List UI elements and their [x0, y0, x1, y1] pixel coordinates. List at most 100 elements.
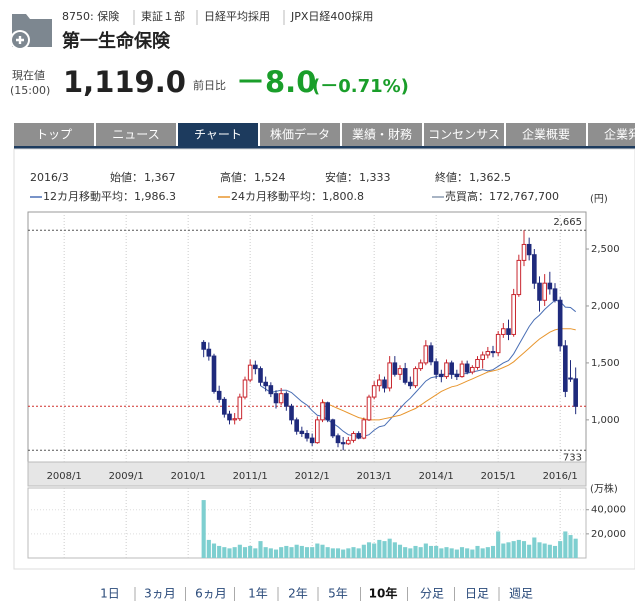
candle-body [413, 368, 418, 387]
tab[interactable] [588, 123, 635, 146]
candle-body [433, 361, 439, 375]
candle-body [537, 282, 542, 301]
volume-bar [372, 543, 377, 558]
volume-bar [289, 547, 294, 558]
folder-icon[interactable] [10, 14, 52, 50]
period-link[interactable]: 3ヵ月 [144, 587, 176, 601]
volume-bar [563, 531, 568, 558]
volume-bar [366, 542, 372, 558]
tab[interactable] [14, 123, 94, 146]
volume-bar [501, 543, 506, 558]
tab-label[interactable]: 企業発表 [604, 127, 635, 142]
volume-bar [408, 548, 413, 558]
candle-body [377, 379, 382, 387]
tab-label[interactable]: 株価データ [270, 127, 330, 142]
tab-label[interactable]: 企業概要 [522, 127, 570, 142]
volume-bar [315, 543, 320, 558]
candle-body [242, 379, 248, 398]
period-link[interactable]: 5年 [328, 587, 348, 601]
candle-body [330, 419, 336, 437]
legend-label: 24カ月移動平均： [231, 189, 322, 203]
volume-bar [232, 547, 237, 558]
x-tick-label: 2016/1 [543, 471, 578, 482]
price-label: 現在値 [12, 69, 45, 82]
tab-label[interactable]: ニュース [112, 128, 159, 142]
x-tick-label: 2009/1 [109, 471, 144, 482]
candle-body [464, 363, 470, 373]
candle-body [232, 418, 237, 421]
tab-label[interactable]: トップ [36, 128, 72, 142]
candle-body [444, 362, 449, 378]
volume-bar [237, 544, 242, 558]
volume-bar [201, 500, 206, 558]
index-text: 日経平均採用 [204, 9, 270, 23]
volume-bar [294, 544, 299, 558]
volume-bar [547, 544, 552, 558]
volume-bar [480, 548, 485, 558]
candle-body [366, 396, 372, 421]
info-value: 1,333 [359, 171, 391, 184]
candle-body [258, 368, 263, 383]
y-tick-label: 1,500 [591, 358, 620, 369]
tab[interactable] [506, 123, 586, 146]
candle-body [547, 282, 553, 290]
candle-body [253, 364, 258, 370]
candle-body [568, 377, 573, 380]
tab[interactable] [96, 123, 176, 146]
max-label: 2,665 [553, 217, 582, 228]
tab[interactable] [178, 123, 258, 146]
candle-body [557, 299, 563, 347]
candle-body [216, 390, 222, 400]
tab-bar: トップ ニュース チャート 株価データ 業績・財務 コンセンサス 企業概要 企業発表 [14, 123, 635, 146]
period-link[interactable]: 10年 [369, 586, 398, 601]
tab[interactable] [342, 123, 422, 146]
tab-label[interactable]: 業績・財務 [352, 127, 412, 142]
volume-bar [346, 548, 351, 558]
tab[interactable] [424, 123, 504, 146]
candle-body [206, 348, 212, 357]
legend-value: 1,986.3 [134, 190, 176, 203]
tab-underline [14, 146, 635, 149]
volume-bar [573, 538, 578, 558]
candle-body [402, 368, 408, 383]
volume-bar [248, 545, 253, 558]
period-link[interactable]: 1日 [100, 587, 120, 601]
volume-bar [284, 545, 289, 558]
volume-bar [356, 548, 361, 558]
volume-bar [227, 548, 232, 558]
volume-bar [263, 547, 268, 558]
moving-average-line [260, 299, 577, 437]
volume-bar [449, 548, 454, 558]
period-link[interactable]: 日足 [465, 587, 489, 601]
volume-bar [568, 535, 573, 558]
x-axis-band [27, 461, 587, 487]
volume-bar [258, 541, 263, 558]
x-tick-label: 2014/1 [419, 471, 454, 482]
tab[interactable] [260, 123, 340, 146]
period-link[interactable]: 分足 [420, 587, 444, 601]
volume-bar [222, 547, 227, 558]
volume-bar [279, 547, 284, 558]
period-link[interactable]: 6ヵ月 [195, 587, 227, 601]
tab-label[interactable]: コンセンサス [428, 128, 500, 142]
tab-label[interactable]: チャート [194, 128, 242, 142]
candle-body [273, 393, 279, 404]
plot-frame [27, 211, 587, 463]
volume-bar [439, 548, 444, 558]
candle-body [361, 419, 367, 439]
market-text: 東証１部 [141, 9, 185, 23]
candle-body [506, 328, 511, 335]
volume-bar [428, 545, 434, 558]
period-link[interactable]: 週足 [509, 587, 533, 601]
candle-body [237, 396, 243, 420]
candle-body [428, 345, 434, 363]
period-link[interactable]: 1年 [248, 587, 268, 601]
volume-bar [537, 542, 542, 558]
volume-bar [470, 549, 475, 558]
x-tick-label: 2013/1 [357, 471, 392, 482]
volume-bar [387, 538, 392, 558]
candle-body [268, 385, 274, 395]
candle-body [387, 362, 392, 389]
period-link[interactable]: 2年 [288, 587, 308, 601]
